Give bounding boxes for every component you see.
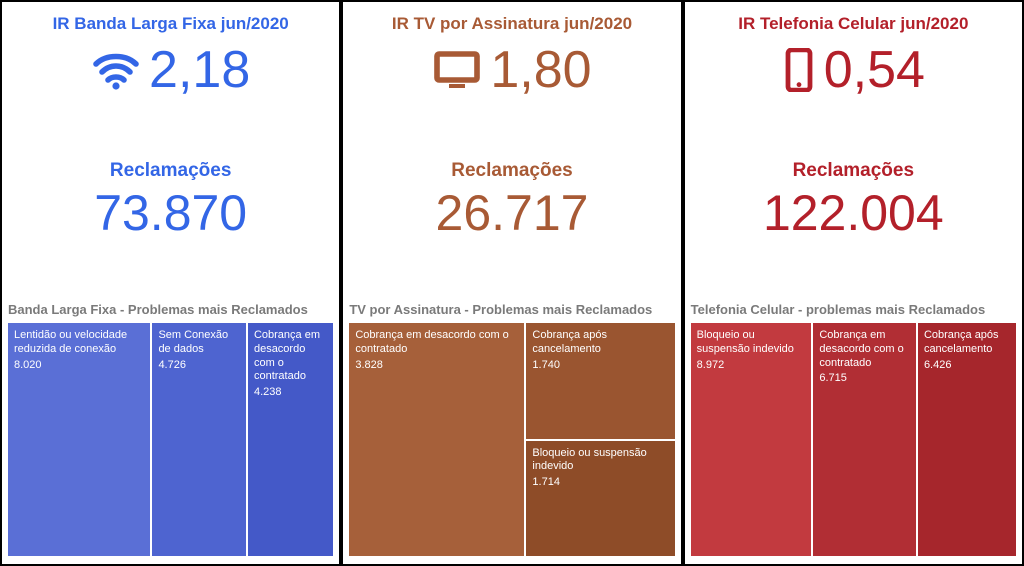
cell-value: 6.715	[819, 372, 910, 386]
phone-icon	[782, 48, 816, 92]
metric-value: 2,18	[149, 40, 250, 100]
complaints-value: 26.717	[349, 184, 674, 242]
cell-value: 1.740	[532, 359, 668, 373]
cell-label: Bloqueio ou suspensão indevido	[532, 447, 668, 475]
cell-label: Sem Conexão de dados	[158, 329, 240, 357]
complaints-value: 73.870	[8, 184, 333, 242]
complaints-value: 122.004	[691, 184, 1016, 242]
complaints-label: Reclamações	[8, 160, 333, 182]
treemap-cell[interactable]: Sem Conexão de dados 4.726	[152, 323, 246, 556]
treemap: Bloqueio ou suspensão indevido 8.972 Cob…	[691, 323, 1016, 556]
cell-value: 1.714	[532, 476, 668, 490]
treemap-heading: TV por Assinatura - Problemas mais Recla…	[349, 302, 674, 317]
cell-label: Cobrança após cancelamento	[924, 329, 1010, 357]
cell-label: Cobrança em desacordo com o contratado	[254, 329, 327, 384]
treemap-cell[interactable]: Bloqueio ou suspensão indevido 1.714	[526, 441, 674, 557]
cell-label: Lentidão ou velocidade reduzida de conex…	[14, 329, 144, 357]
cell-label: Cobrança após cancelamento	[532, 329, 668, 357]
treemap-cell[interactable]: Cobrança em desacordo com o contratado 6…	[813, 323, 916, 556]
cell-value: 4.726	[158, 359, 240, 373]
metric-value: 0,54	[824, 40, 925, 100]
cell-label: Bloqueio ou suspensão indevido	[697, 329, 806, 357]
treemap: Lentidão ou velocidade reduzida de conex…	[8, 323, 333, 556]
treemap-cell[interactable]: Cobrança após cancelamento 1.740	[526, 323, 674, 439]
panel-title: IR Banda Larga Fixa jun/2020	[8, 14, 333, 34]
cell-label: Cobrança em desacordo com o contratado	[355, 329, 518, 357]
cell-value: 4.238	[254, 386, 327, 400]
metric-row: 0,54	[691, 40, 1016, 100]
complaints-label: Reclamações	[349, 160, 674, 182]
panel-tv-assinatura: IR TV por Assinatura jun/2020 1,80 Recla…	[341, 0, 682, 566]
tv-icon	[432, 50, 482, 90]
cell-value: 8.020	[14, 359, 144, 373]
wifi-icon	[91, 50, 141, 90]
treemap-heading: Telefonia Celular - problemas mais Recla…	[691, 302, 1016, 317]
treemap-cell[interactable]: Cobrança em desacordo com o contratado 4…	[248, 323, 333, 556]
treemap: Cobrança em desacordo com o contratado 3…	[349, 323, 674, 556]
panel-title: IR Telefonia Celular jun/2020	[691, 14, 1016, 34]
metric-row: 2,18	[8, 40, 333, 100]
complaints-label: Reclamações	[691, 160, 1016, 182]
cell-value: 3.828	[355, 359, 518, 373]
metric-row: 1,80	[349, 40, 674, 100]
panel-banda-larga: IR Banda Larga Fixa jun/2020 2,18 Reclam…	[0, 0, 341, 566]
treemap-heading: Banda Larga Fixa - Problemas mais Reclam…	[8, 302, 333, 317]
cell-label: Cobrança em desacordo com o contratado	[819, 329, 910, 370]
cell-value: 8.972	[697, 359, 806, 373]
panel-telefonia: IR Telefonia Celular jun/2020 0,54 Recla…	[683, 0, 1024, 566]
panel-title: IR TV por Assinatura jun/2020	[349, 14, 674, 34]
cell-value: 6.426	[924, 359, 1010, 373]
treemap-cell[interactable]: Cobrança após cancelamento 6.426	[918, 323, 1016, 556]
treemap-cell[interactable]: Lentidão ou velocidade reduzida de conex…	[8, 323, 150, 556]
metric-value: 1,80	[490, 40, 591, 100]
treemap-cell[interactable]: Cobrança em desacordo com o contratado 3…	[349, 323, 524, 556]
treemap-cell[interactable]: Bloqueio ou suspensão indevido 8.972	[691, 323, 812, 556]
